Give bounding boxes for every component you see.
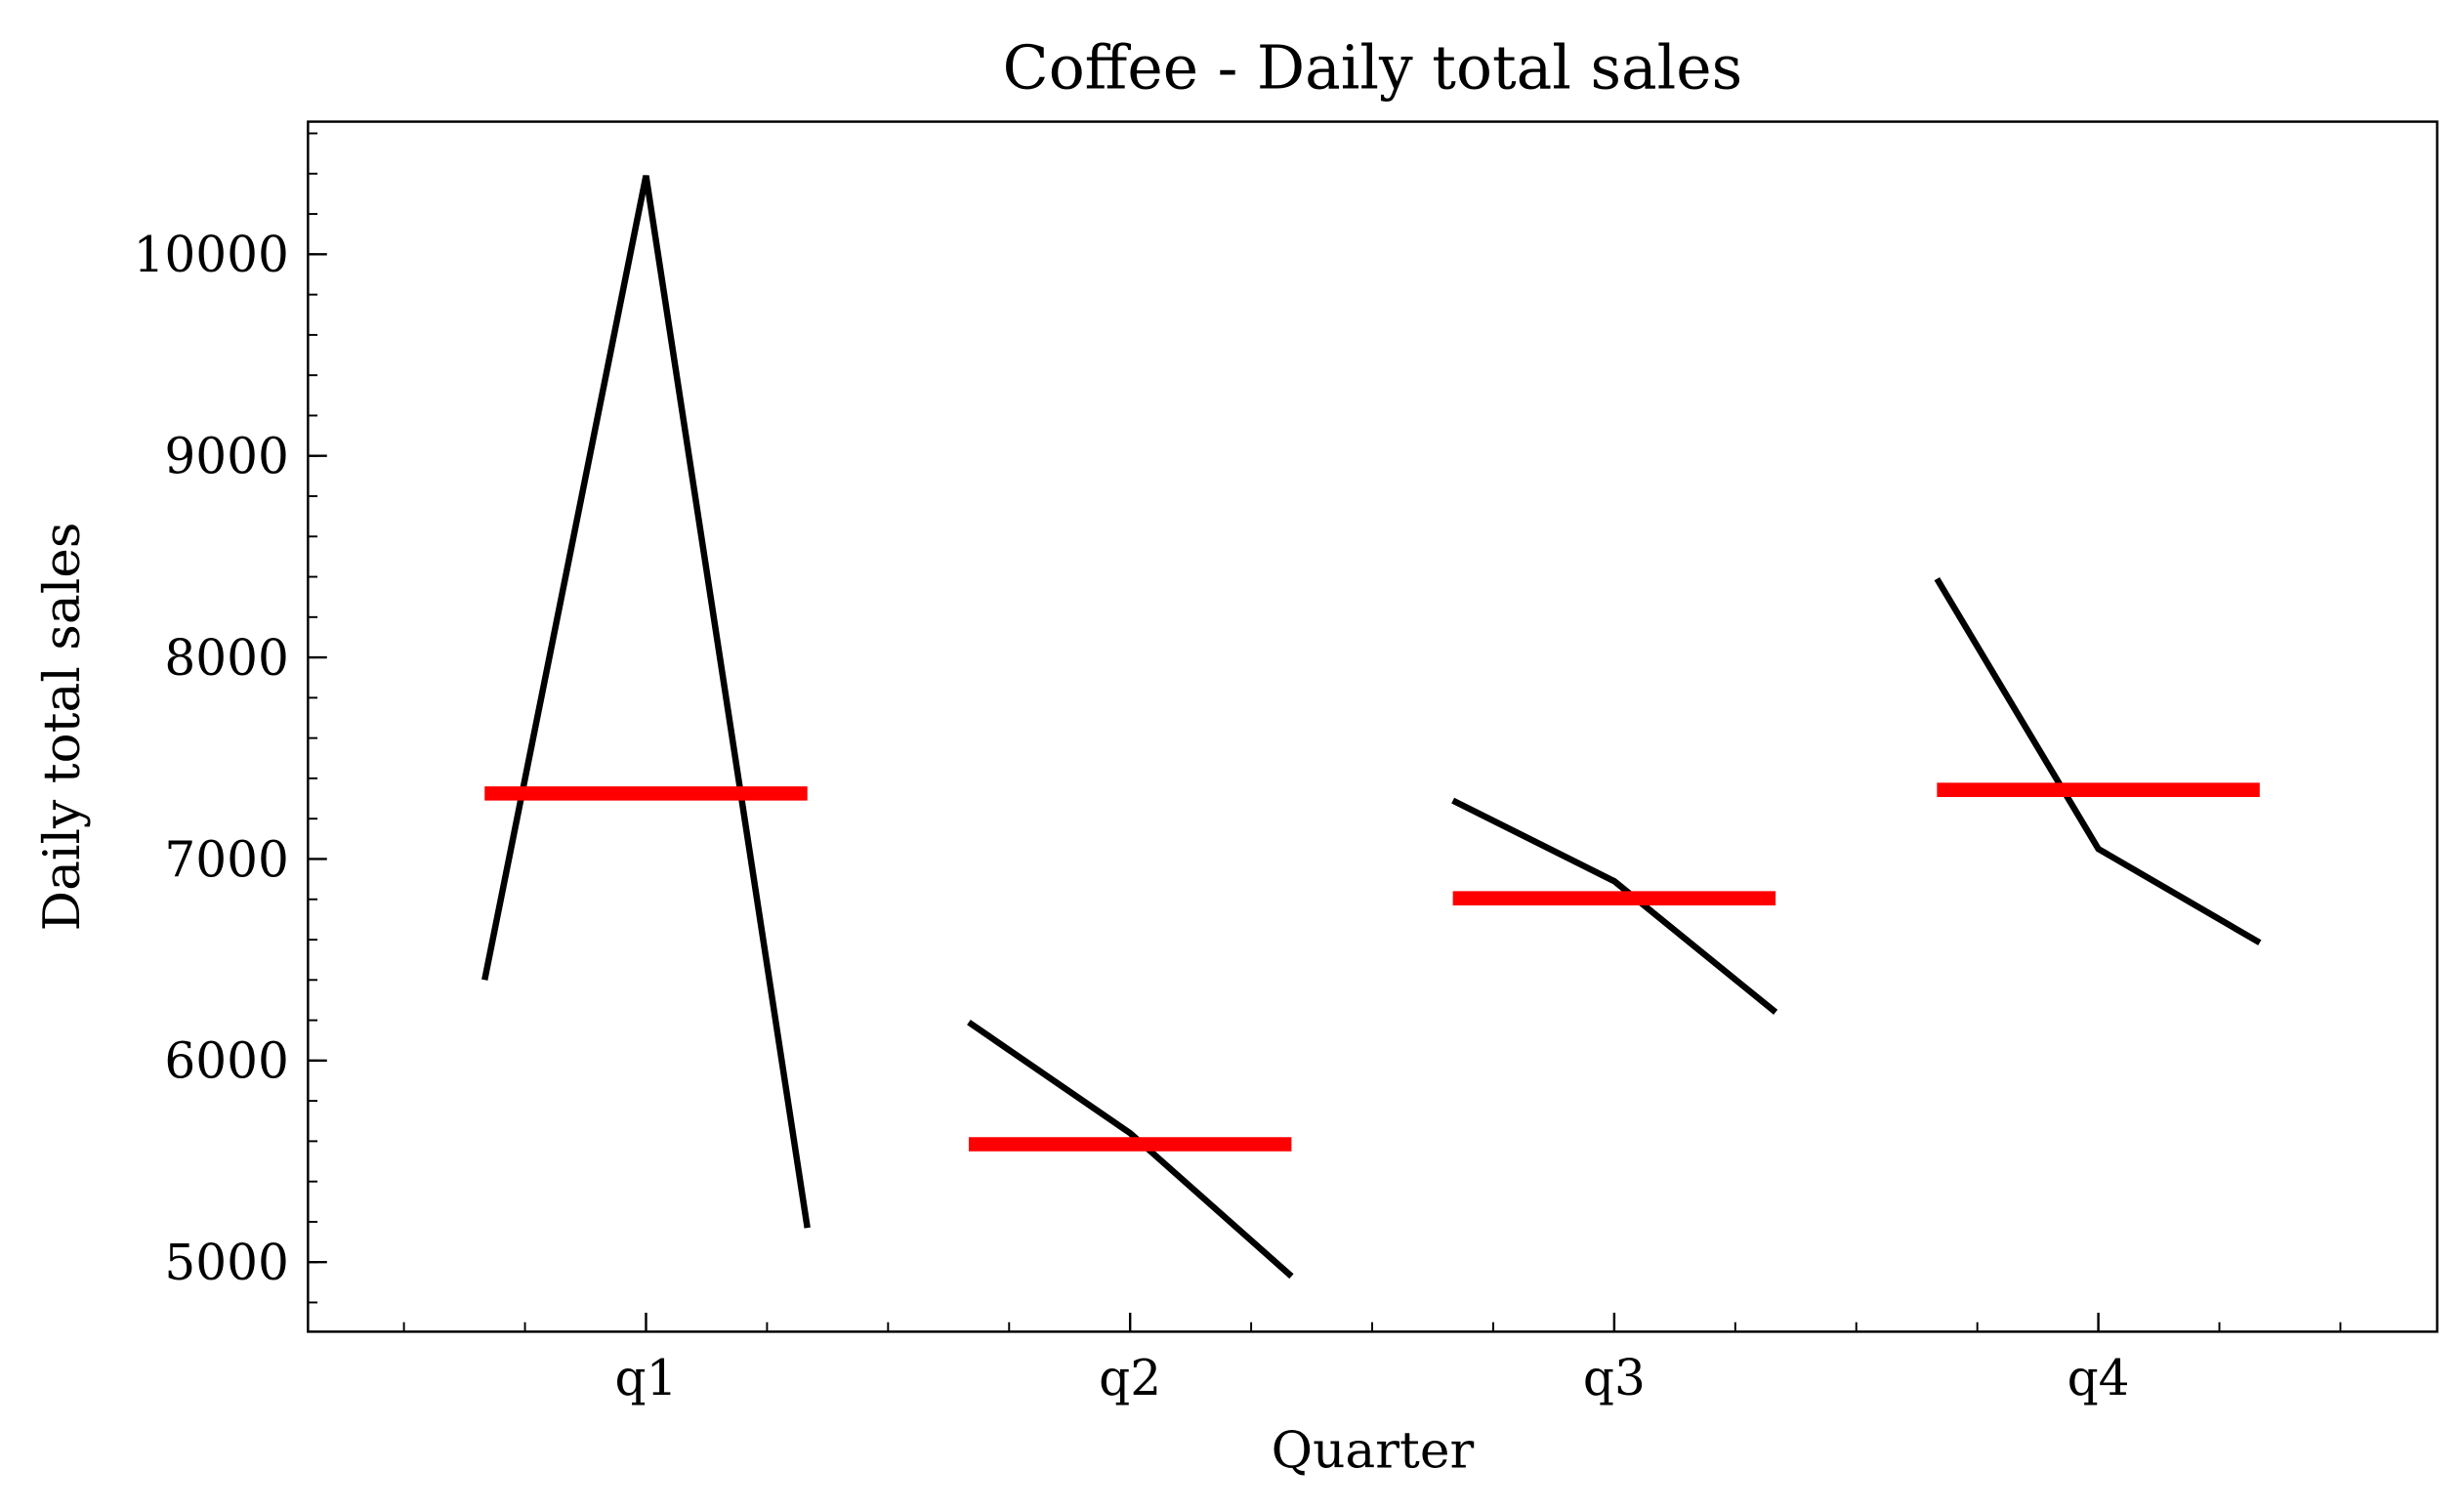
subseries-line	[967, 1019, 1294, 1280]
y-tick-label: 9000	[164, 428, 289, 485]
x-tick-label: q4	[2067, 1349, 2130, 1406]
y-tick-label: 8000	[164, 629, 289, 687]
y-tick-label: 5000	[164, 1234, 289, 1291]
y-tick-label: 7000	[164, 830, 289, 888]
x-axis-label: Quarter	[1272, 1422, 1475, 1481]
plot-frame	[307, 120, 2439, 1333]
chart-title: Coffee - Daily total sales	[1003, 34, 1742, 104]
y-tick-label: 10000	[133, 226, 288, 283]
x-tick-label: q2	[1099, 1349, 1161, 1406]
y-axis-label: Daily total sales	[33, 523, 92, 932]
x-tick-label: q3	[1583, 1349, 1646, 1406]
subseries-line	[1451, 797, 1778, 1015]
x-tick-label: q1	[614, 1349, 677, 1406]
subseries-line	[1934, 576, 2262, 945]
subseries-line	[481, 175, 811, 1229]
y-tick-label: 6000	[164, 1032, 289, 1090]
